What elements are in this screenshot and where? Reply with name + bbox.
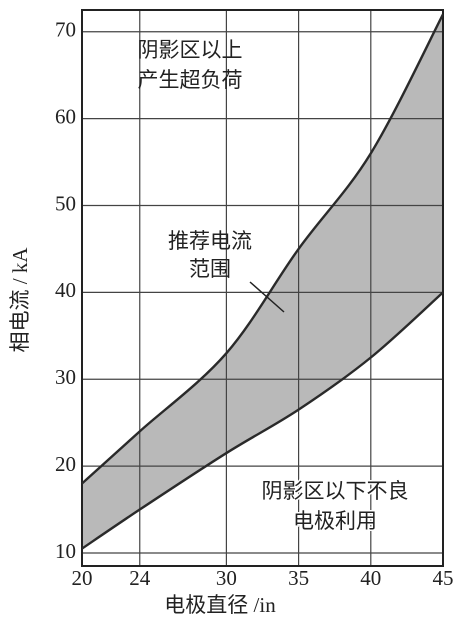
curve [81,13,445,485]
y-tick-label: 40 [55,278,76,302]
annotation: 电极利用 [293,509,377,533]
x-tick-label: 45 [433,566,454,590]
x-tick-label: 30 [216,566,237,590]
plot-frame [81,9,444,567]
y-axis-label: 相电流 / kA [8,247,32,353]
y-tick-label: 70 [55,18,76,42]
curve [81,291,444,550]
y-tick-label: 20 [55,452,76,476]
y-tick-label: 50 [55,191,76,215]
y-tick-label: 30 [55,365,76,389]
annotation: 推荐电流 [168,229,252,253]
annotation-pointer [249,281,285,313]
annotation: 阴影区以上 [138,38,243,62]
shaded-band [82,14,443,549]
x-tick-label: 40 [360,566,381,590]
x-tick-label: 24 [129,566,151,590]
annotation: 产生超负荷 [138,68,243,92]
y-tick-label: 60 [55,104,76,128]
annotation: 范围 [189,257,231,281]
x-tick-label: 20 [72,566,93,590]
x-axis-label: 电极直径 /in [164,593,276,617]
x-tick-label: 35 [288,566,309,590]
y-tick-label: 10 [55,539,76,563]
annotation: 阴影区以下不良 [262,479,409,503]
